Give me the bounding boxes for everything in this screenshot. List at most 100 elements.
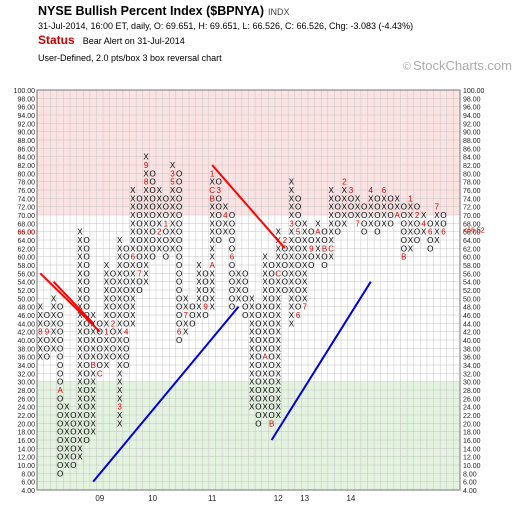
month-marker: 9 — [309, 244, 314, 253]
o-box: O — [176, 336, 182, 345]
y-tick-label-right: 38.00 — [463, 346, 481, 353]
x-box: X — [130, 203, 136, 212]
x-box: X — [276, 244, 282, 253]
y-tick-label-left: 40.00 — [17, 338, 35, 345]
o-box: O — [176, 311, 182, 320]
x-box: X — [143, 261, 149, 270]
x-box: X — [368, 203, 374, 212]
y-tick-label-right: 32.00 — [463, 371, 481, 378]
x-box: X — [104, 311, 110, 320]
x-box: X — [170, 194, 176, 203]
o-box: O — [163, 194, 169, 203]
x-box: X — [157, 236, 163, 245]
o-box: O — [242, 269, 248, 278]
o-box: O — [70, 444, 76, 453]
o-box: O — [57, 303, 63, 312]
x-box: X — [104, 286, 110, 295]
o-box: O — [123, 361, 129, 370]
o-box: O — [163, 236, 169, 245]
x-box: X — [315, 253, 321, 262]
o-box: O — [282, 253, 288, 262]
x-box: X — [289, 319, 295, 328]
x-box: X — [368, 194, 374, 203]
y-tick-label-right: 26.00 — [463, 396, 481, 403]
x-box: X — [170, 219, 176, 228]
y-tick-label-left: 30.00 — [17, 380, 35, 387]
month-marker: A — [209, 261, 215, 270]
x-box: X — [209, 178, 215, 187]
y-tick-label-left: 86.00 — [17, 146, 35, 153]
x-box: X — [276, 344, 282, 353]
x-box: X — [104, 303, 110, 312]
x-box: X — [91, 353, 97, 362]
y-tick-label-right: 96.00 — [463, 105, 481, 112]
x-box: X — [117, 253, 123, 262]
y-tick-label-left: 12.00 — [17, 455, 35, 462]
o-box: O — [229, 228, 235, 237]
x-box: X — [276, 278, 282, 287]
x-box: X — [262, 319, 268, 328]
x-box: X — [170, 236, 176, 245]
x-box: X — [104, 353, 110, 362]
x-box: X — [209, 244, 215, 253]
o-box: O — [57, 344, 63, 353]
x-box: X — [302, 244, 308, 253]
o-box: O — [202, 269, 208, 278]
o-box: O — [361, 203, 367, 212]
x-box: X — [408, 203, 414, 212]
x-box: X — [91, 411, 97, 420]
o-box: O — [348, 203, 354, 212]
x-box: X — [289, 203, 295, 212]
x-box: X — [130, 303, 136, 312]
year-label: 10 — [148, 494, 157, 503]
o-box: O — [163, 211, 169, 220]
o-box: O — [136, 278, 142, 287]
y-tick-label-left: 60.00 — [17, 255, 35, 262]
o-box: O — [295, 278, 301, 287]
month-marker: 5 — [296, 228, 301, 237]
x-box: X — [368, 211, 374, 220]
x-box: X — [302, 261, 308, 270]
x-box: X — [64, 403, 70, 412]
y-tick-label-right: 70.00 — [463, 213, 481, 220]
month-marker: 3 — [289, 219, 294, 228]
o-box: O — [269, 411, 275, 420]
x-box: X — [262, 344, 268, 353]
y-tick-label-right: 82.00 — [463, 163, 481, 170]
y-tick-label-right: 4.00 — [463, 488, 477, 495]
o-box: O — [176, 303, 182, 312]
month-marker: 2 — [157, 228, 162, 237]
x-box: X — [117, 378, 123, 387]
x-box: X — [91, 336, 97, 345]
x-box: X — [395, 194, 401, 203]
month-marker: 7 — [302, 303, 307, 312]
x-box: X — [143, 186, 149, 195]
x-box: X — [38, 303, 44, 312]
x-box: X — [117, 394, 123, 403]
x-box: X — [77, 436, 83, 445]
x-box: X — [289, 303, 295, 312]
o-box: O — [282, 278, 288, 287]
x-box: X — [236, 294, 242, 303]
x-box: X — [91, 419, 97, 428]
x-box: X — [77, 444, 83, 453]
x-box: X — [117, 236, 123, 245]
o-box: O — [110, 328, 116, 337]
y-tick-label-right: 52.00 — [463, 288, 481, 295]
o-box: O — [242, 286, 248, 295]
x-box: X — [157, 186, 163, 195]
o-box: O — [136, 219, 142, 228]
o-box: O — [123, 294, 129, 303]
x-box: X — [117, 319, 123, 328]
x-box: X — [381, 211, 387, 220]
x-box: X — [276, 311, 282, 320]
month-marker: 4 — [223, 211, 228, 220]
y-tick-label-left: 18.00 — [17, 430, 35, 437]
x-box: X — [209, 253, 215, 262]
o-box: O — [295, 219, 301, 228]
o-box: O — [57, 328, 63, 337]
x-box: X — [262, 278, 268, 287]
o-box: O — [176, 294, 182, 303]
x-box: X — [408, 228, 414, 237]
x-box: X — [117, 311, 123, 320]
